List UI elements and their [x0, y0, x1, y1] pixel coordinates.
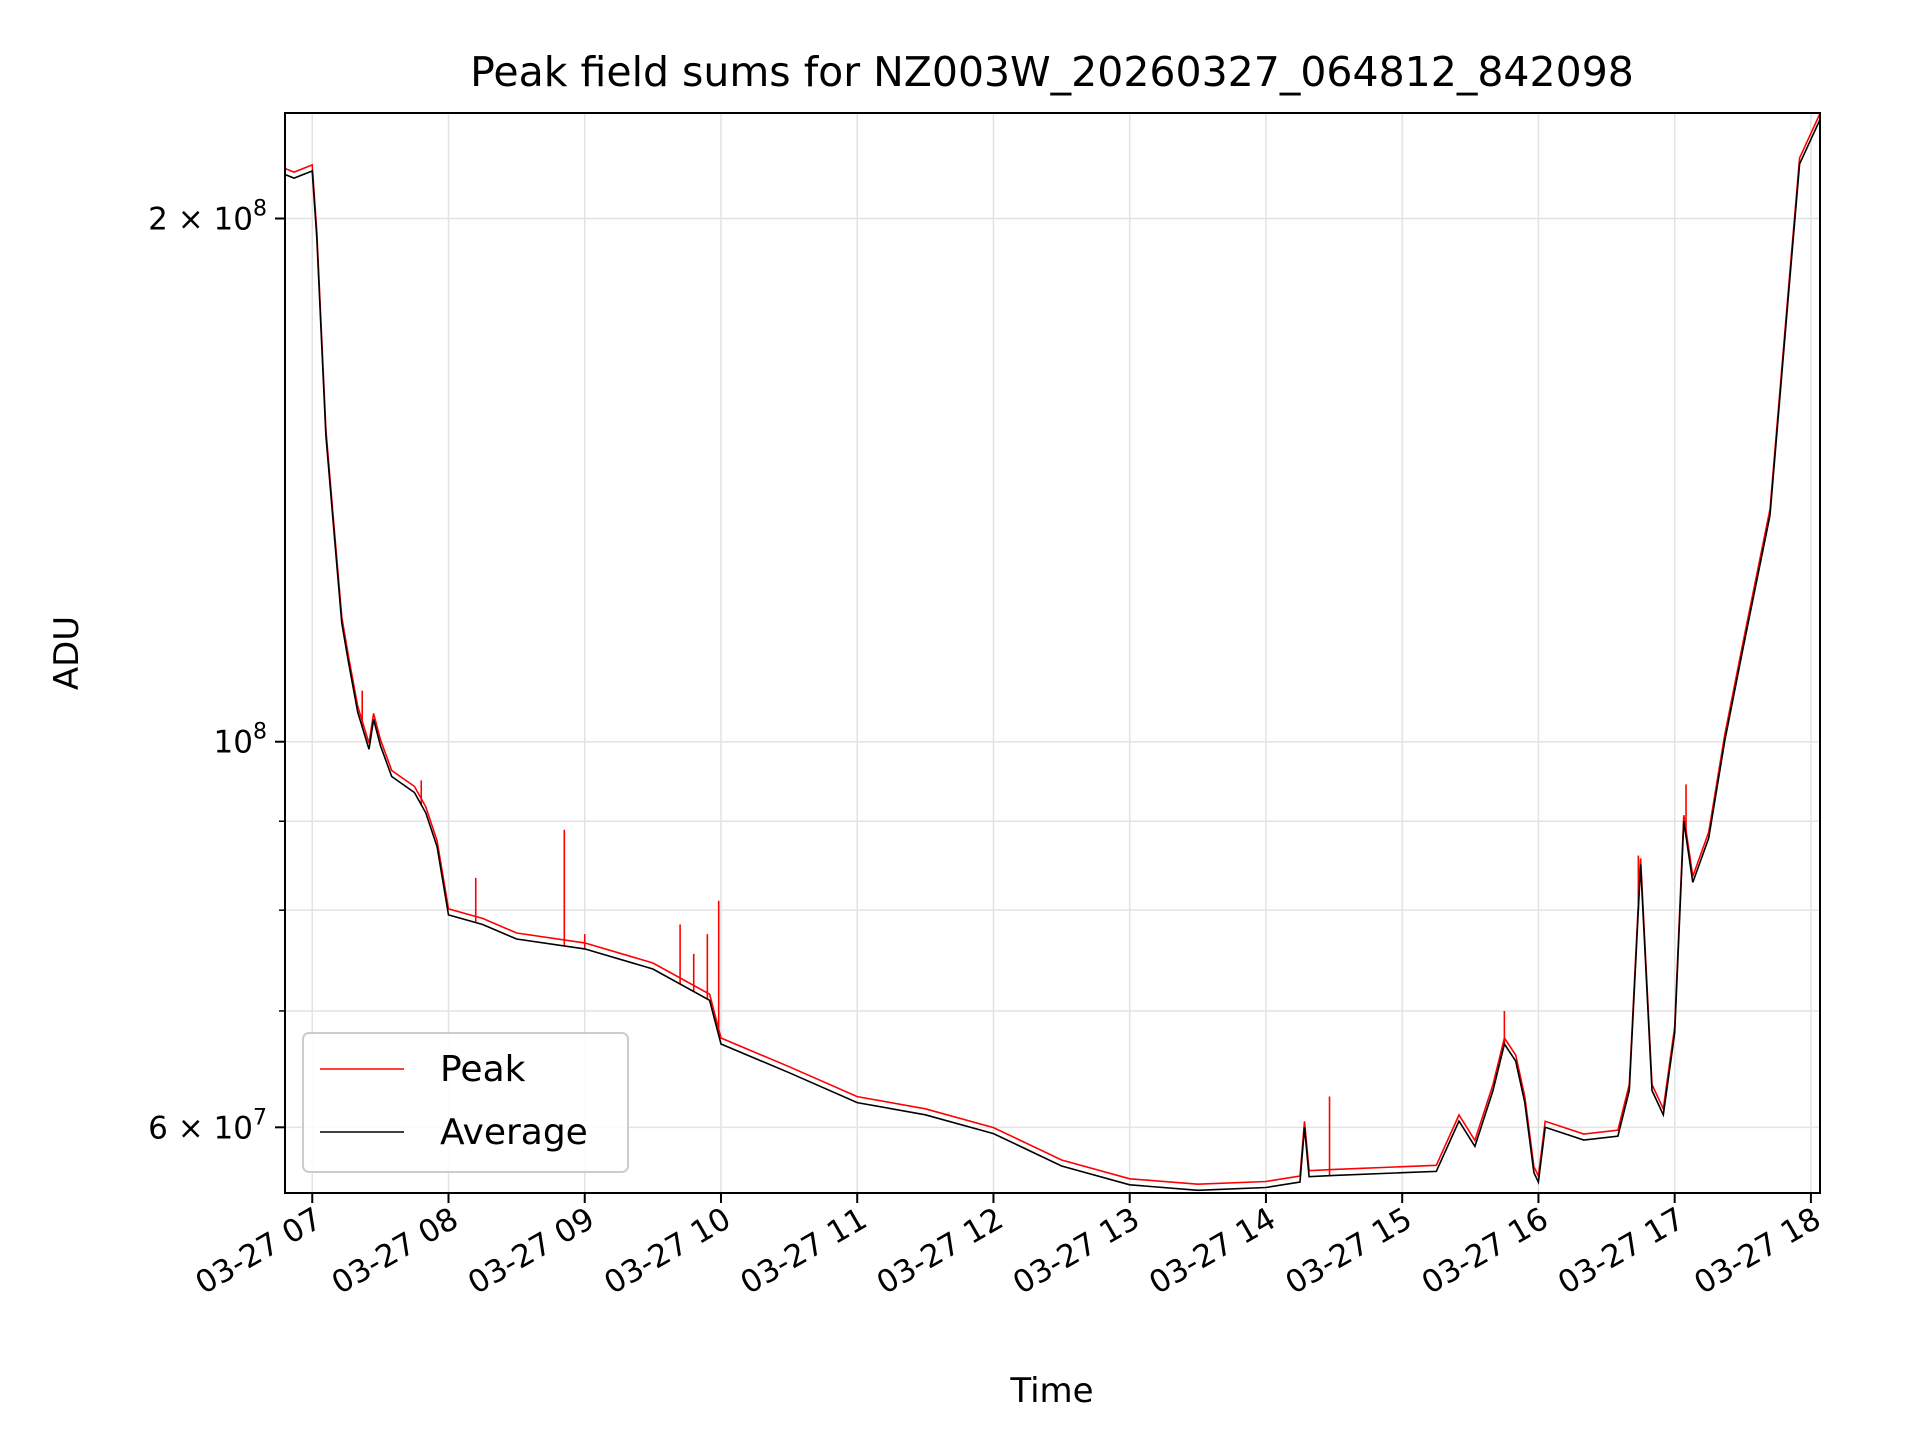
y-tick-label: 6 × 107	[148, 1105, 267, 1146]
legend-label-average: Average	[440, 1112, 588, 1153]
legend-box	[302, 1032, 629, 1173]
legend: Peak Average	[302, 1032, 629, 1173]
x-axis-title: Time	[1009, 1371, 1093, 1411]
chart-title: Peak field sums for NZ003W_20260327_0648…	[470, 48, 1634, 96]
plot-frame	[284, 112, 1821, 1194]
y-tick-label: 2 × 108	[148, 196, 267, 237]
y-axis: 6 × 107 108 2 × 108	[148, 196, 285, 1146]
series-line-average	[285, 119, 1820, 1192]
legend-label-peak: Peak	[440, 1049, 526, 1090]
series-layer	[285, 113, 1820, 1192]
series-line-peak	[285, 113, 1820, 1186]
y-axis-title: ADU	[47, 616, 87, 690]
y-tick-label: 108	[214, 720, 267, 761]
